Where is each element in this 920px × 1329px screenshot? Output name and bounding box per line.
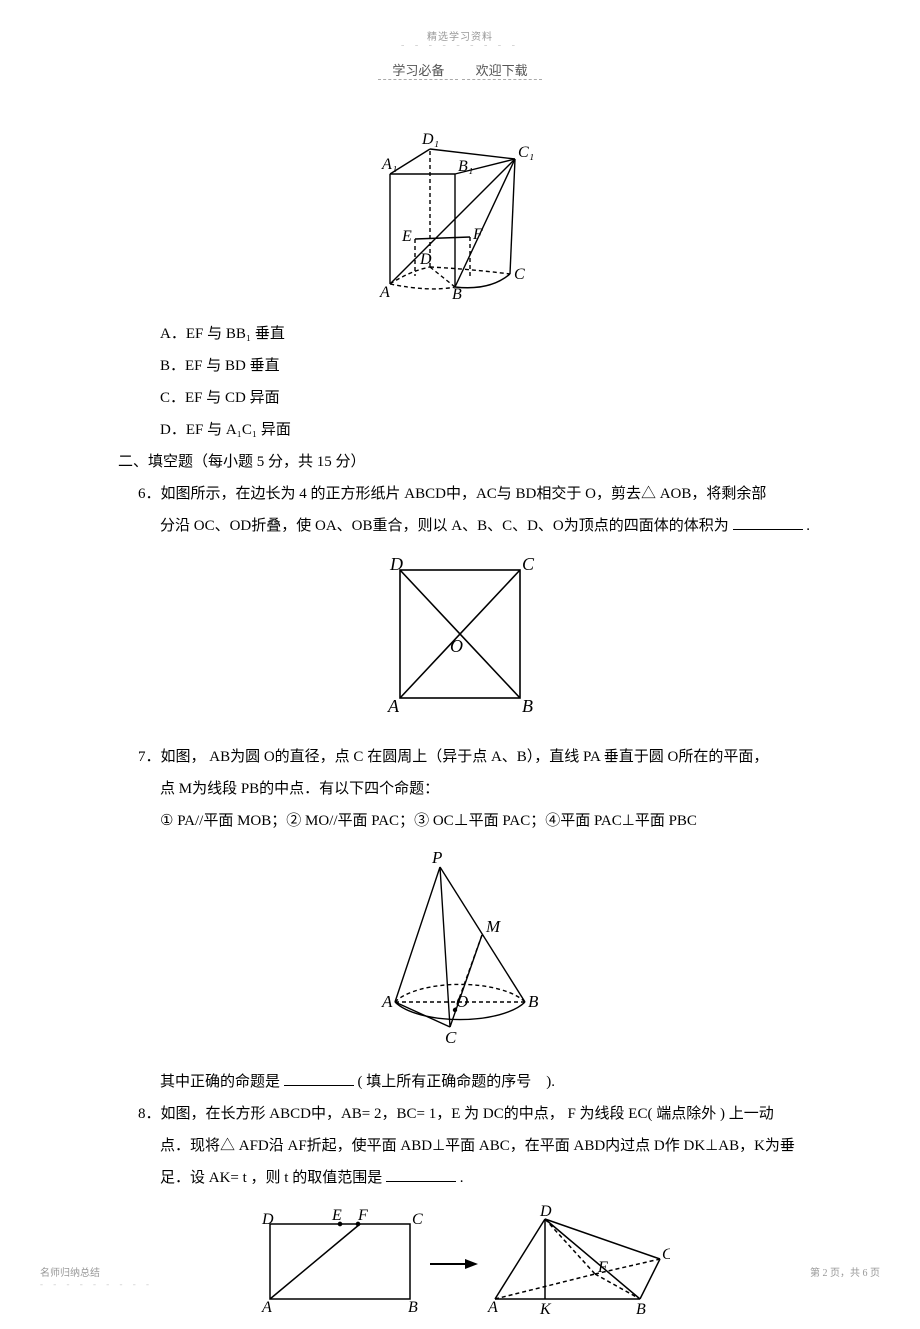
section-2-title: 二、填空题（每小题 5 分，共 15 分）: [60, 446, 860, 478]
q7-num: 7．: [138, 749, 161, 765]
lbl2-A: A: [387, 696, 400, 716]
lbl-D: D: [419, 251, 432, 268]
lbl-B: B: [452, 286, 462, 299]
q7-conc2: ( 填上所有正确命题的序号: [358, 1074, 532, 1090]
lbl-A: A: [379, 284, 390, 299]
footer-left: 名师归纳总结: [40, 1264, 100, 1279]
lbl3-P: P: [431, 848, 442, 867]
q6-text1: 如图所示，在边长为 4 的正方形纸片 ABCD中，AC与 BD相交于 O，剪去△…: [161, 486, 767, 502]
lbl4-F: F: [357, 1207, 368, 1224]
option-c: C．EF 与 CD 异面: [60, 382, 860, 414]
q8-text3: 足．设 AK= t ，则 t 的取值范围是: [160, 1170, 382, 1186]
header-dash: - - - - - - - - -: [60, 43, 860, 48]
lbl-E: E: [401, 228, 412, 245]
lbl3-A: A: [381, 992, 393, 1011]
q8-punct: .: [460, 1170, 464, 1186]
q8-line3: 足．设 AK= t ，则 t 的取值范围是 .: [60, 1162, 860, 1194]
footer-right: 第 2 页，共 6 页: [810, 1264, 880, 1279]
lbl4r-C: C: [662, 1246, 670, 1263]
q6-blank: [733, 529, 803, 530]
q6-text2: 分沿 OC、OD折叠，使 OA、OB重合，则以 A、B、C、D、O为顶点的四面体…: [160, 518, 729, 534]
q6-num: 6．: [138, 486, 161, 502]
q8-line2: 点．现将△ AFD沿 AF折起，使平面 ABD⊥平面 ABC，在平面 ABD内过…: [60, 1130, 860, 1162]
q7-line3: ① PA//平面 MOB；② MO//平面 PAC；③ OC⊥平面 PAC；④平…: [60, 805, 860, 837]
lbl4r-A: A: [487, 1299, 498, 1316]
lbl4-A: A: [261, 1299, 272, 1316]
lbl4r-B: B: [636, 1301, 646, 1318]
q8-text1: 如图，在长方形 ABCD中，AB= 2，BC= 1，E 为 DC的中点， F 为…: [161, 1106, 774, 1122]
lbl2-O: O: [450, 636, 463, 656]
figure-square: D C A B O: [60, 552, 860, 727]
q6-line2: 分沿 OC、OD折叠，使 OA、OB重合，则以 A、B、C、D、O为顶点的四面体…: [60, 510, 860, 542]
q7-conc1: 其中正确的命题是: [160, 1074, 280, 1090]
option-d: D．EF 与 A₁C₁ 异面: [60, 414, 860, 446]
lbl4-C: C: [412, 1211, 423, 1228]
lbl4-E: E: [331, 1207, 342, 1224]
lbl-C1: C₁: [518, 144, 534, 161]
q6-line1: 6．如图所示，在边长为 4 的正方形纸片 ABCD中，AC与 BD相交于 O，剪…: [60, 478, 860, 510]
q8-num: 8．: [138, 1106, 161, 1122]
q7-conc: 其中正确的命题是 ( 填上所有正确命题的序号 ).: [60, 1066, 860, 1098]
q8-blank: [386, 1181, 456, 1182]
option-b: B．EF 与 BD 垂直: [60, 350, 860, 382]
lbl2-B: B: [522, 696, 533, 716]
lbl-B1: B₁: [458, 158, 473, 175]
figure-cone: P A B C M O: [60, 847, 860, 1052]
q7-conc3: ).: [546, 1074, 555, 1090]
lbl-F: F: [472, 226, 483, 243]
lbl3-O: O: [456, 992, 468, 1011]
lbl-D1: D₁: [421, 131, 439, 148]
header-right: 欢迎下载: [462, 63, 542, 80]
q7-line1: 7．如图， AB为圆 O的直径，点 C 在圆周上（异于点 A、B），直线 PA …: [60, 741, 860, 773]
header-left: 学习必备: [378, 63, 458, 80]
lbl2-D: D: [389, 554, 403, 574]
q7-line2: 点 M为线段 PB的中点．有以下四个命题：: [60, 773, 860, 805]
footer-left-dash: - - - - - - - - -: [40, 1279, 153, 1289]
q8-line1: 8．如图，在长方形 ABCD中，AB= 2，BC= 1，E 为 DC的中点， F…: [60, 1098, 860, 1130]
option-a: A．EF 与 BB₁ 垂直: [60, 318, 860, 350]
q7-text1: 如图， AB为圆 O的直径，点 C 在圆周上（异于点 A、B），直线 PA 垂直…: [161, 749, 769, 765]
lbl2-C: C: [522, 554, 535, 574]
lbl4r-F: F: [597, 1259, 608, 1276]
lbl4r-K: K: [539, 1301, 552, 1318]
lbl3-M: M: [485, 917, 501, 936]
lbl3-B: B: [528, 992, 539, 1011]
q7-blank: [284, 1085, 354, 1086]
lbl-C: C: [514, 266, 525, 283]
lbl4-D: D: [261, 1211, 274, 1228]
q6-punct: .: [806, 518, 810, 534]
header-line: 学习必备 欢迎下载: [60, 60, 860, 79]
lbl3-C: C: [445, 1028, 457, 1047]
lbl4r-D: D: [539, 1204, 552, 1220]
figure-cube: A₁ B₁ C₁ D₁ A B C D E F: [60, 119, 860, 304]
lbl4-B: B: [408, 1299, 418, 1316]
lbl-A1: A₁: [381, 156, 397, 173]
figure-fold: D E F C A B A D C B K F: [60, 1204, 860, 1329]
